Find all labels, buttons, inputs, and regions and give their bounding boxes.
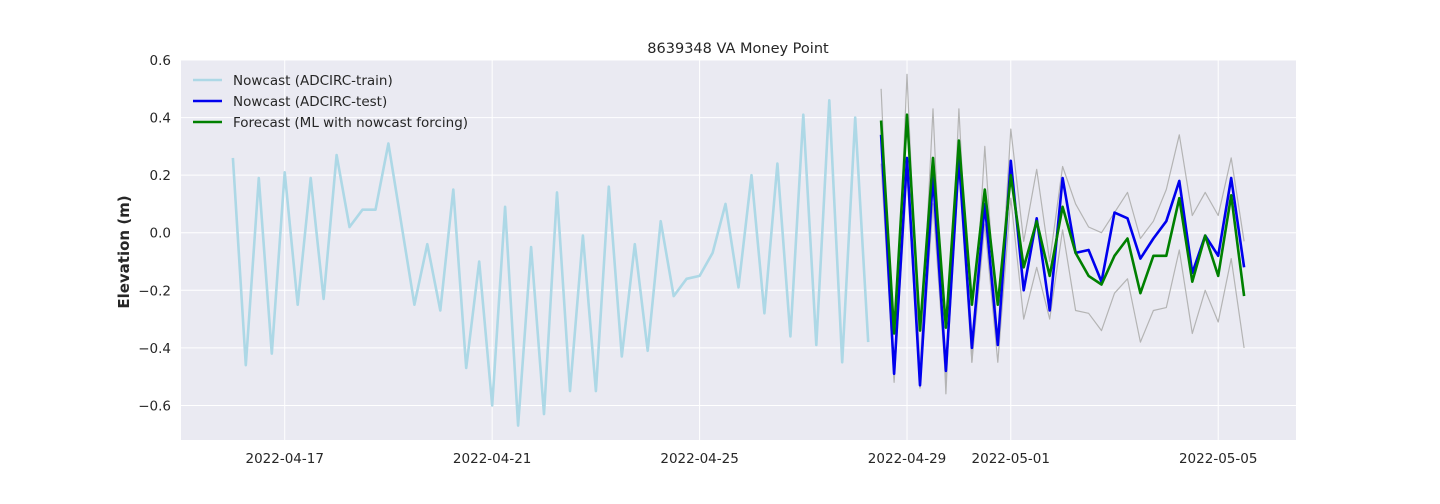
series-line: [879, 113, 1246, 335]
plot-area: [181, 60, 1296, 440]
legend-label: Forecast (ML with nowcast forcing): [233, 115, 468, 131]
y-tick-label: 0.0: [150, 226, 171, 242]
y-tick-label: −0.4: [138, 341, 171, 357]
x-tick-label: 2022-05-01: [972, 451, 1050, 467]
y-tick-label: −0.2: [138, 283, 171, 299]
x-tick-label: 2022-04-21: [453, 451, 531, 467]
x-tick-label: 2022-04-17: [245, 451, 323, 467]
legend: Nowcast (ADCIRC-train) Nowcast (ADCIRC-te…: [193, 73, 468, 131]
y-tick-label: 0.4: [150, 111, 171, 127]
x-axis: 2022-04-17 2022-04-21 2022-04-25 2022-04-29…: [245, 451, 1257, 467]
y-tick-label: −0.6: [138, 398, 171, 414]
y-tick-label: 0.6: [150, 53, 171, 69]
legend-label: Nowcast (ADCIRC-test): [233, 94, 387, 110]
x-tick-label: 2022-04-29: [868, 451, 946, 467]
series-line: [879, 134, 1246, 387]
y-axis-label: Elevation (m): [115, 195, 133, 308]
x-tick-label: 2022-04-25: [660, 451, 738, 467]
y-tick-label: 0.2: [150, 168, 171, 184]
chart-title: 8639348 VA Money Point: [647, 41, 829, 57]
legend-label: Nowcast (ADCIRC-train): [233, 73, 393, 89]
x-tick-label: 2022-05-05: [1179, 451, 1257, 467]
y-axis: −0.6 −0.4 −0.2 0.0 0.2 0.4 0.6: [138, 53, 171, 414]
series-layer: [231, 73, 1246, 427]
series-line: [231, 99, 870, 427]
